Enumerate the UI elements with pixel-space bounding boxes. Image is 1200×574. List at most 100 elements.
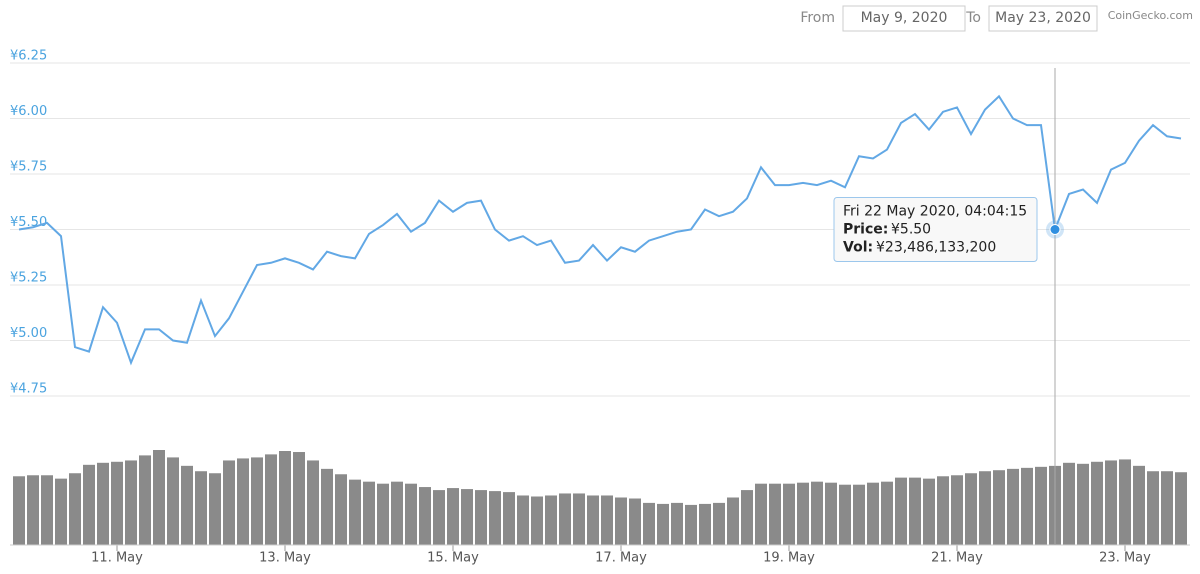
volume-bar — [461, 489, 473, 545]
volume-bar — [755, 483, 767, 545]
volume-bar — [377, 483, 389, 545]
credit[interactable]: CoinGecko.com — [1108, 9, 1193, 22]
tooltip: Fri 22 May 2020, 04:04:15 Price: ¥5.50 Vol:… — [833, 197, 1038, 262]
tooltip-price-label: Price: — [843, 222, 888, 238]
volume-bar — [573, 493, 585, 545]
from-input[interactable] — [842, 5, 966, 32]
volume-bar — [335, 474, 347, 545]
volume-bar — [769, 483, 781, 545]
volume-bar — [559, 493, 571, 545]
y-tick-label: ¥5.00 — [10, 326, 47, 341]
volume-bar — [307, 460, 319, 545]
volume-bar — [1175, 472, 1187, 545]
to-input[interactable] — [988, 5, 1098, 32]
volume-bar — [643, 502, 655, 545]
volume-bar — [83, 464, 95, 545]
x-tick-label: 15. May — [427, 551, 479, 566]
volume-bar — [55, 478, 67, 545]
x-tick-label: 11. May — [91, 551, 143, 566]
volume-bar — [741, 490, 753, 545]
volume-bar — [503, 492, 515, 545]
volume-bar — [937, 476, 949, 545]
volume-bar — [237, 458, 249, 545]
volume-bar — [153, 450, 165, 545]
volume-bar — [867, 482, 879, 545]
volume-bar — [1133, 465, 1145, 545]
volume-bar — [1021, 467, 1033, 545]
x-tick-label: 17. May — [595, 551, 647, 566]
volume-bar — [825, 482, 837, 545]
volume-bar — [531, 496, 543, 545]
volume-bar — [797, 482, 809, 545]
volume-bar — [601, 495, 613, 545]
price-line — [18, 94, 1182, 366]
volume-bar — [1091, 461, 1103, 545]
volume-bar — [447, 488, 459, 545]
tooltip-vol: ¥23,486,133,200 — [876, 240, 996, 256]
volume-bar — [475, 490, 487, 545]
volume-bar — [419, 487, 431, 545]
from-label: From — [800, 10, 835, 26]
tooltip-box — [833, 197, 1038, 262]
x-tick-label: 19. May — [763, 551, 815, 566]
volume-bar — [517, 495, 529, 545]
volume-bar — [699, 503, 711, 545]
volume-bar — [489, 491, 501, 545]
volume-bar — [363, 481, 375, 545]
volume-bar — [1077, 463, 1089, 545]
volume-bar — [1007, 468, 1019, 545]
volume-bar — [853, 484, 865, 545]
volume-bar — [1119, 459, 1131, 545]
x-tick-label: 21. May — [931, 551, 983, 566]
x-tick-label: 23. May — [1099, 551, 1151, 566]
to-label: To — [965, 10, 981, 26]
volume-bar — [181, 465, 193, 545]
volume-bar — [1161, 471, 1173, 545]
volume-bar — [881, 481, 893, 545]
volume-bar — [279, 451, 291, 545]
volume-bar — [195, 471, 207, 545]
volume-bar — [405, 483, 417, 545]
volume-bar — [265, 454, 277, 545]
volume-bar — [111, 461, 123, 545]
volume-bar — [125, 460, 137, 545]
volume-bar — [293, 452, 305, 545]
volume-bar — [657, 503, 669, 545]
volume-bar — [965, 473, 977, 545]
volume-bar — [685, 504, 697, 545]
volume-bar — [671, 502, 683, 545]
volume-bar — [615, 497, 627, 545]
to-date[interactable]: May 23, 2020 — [995, 10, 1091, 26]
volume-bar — [951, 475, 963, 545]
y-tick-label: ¥5.75 — [10, 160, 47, 175]
volume-bar — [1035, 466, 1047, 545]
volume-bar — [979, 471, 991, 545]
volume-bar — [97, 462, 109, 545]
volume-bar — [139, 455, 151, 545]
volume-bar — [839, 484, 851, 545]
volume-bar — [27, 475, 39, 545]
volume-bar — [321, 468, 333, 545]
volume-bar — [41, 475, 53, 545]
volume-bar — [223, 460, 235, 545]
y-tick-label: ¥6.00 — [10, 104, 47, 119]
volume-bar — [895, 477, 907, 545]
volume-bar — [923, 478, 935, 545]
volume-bar — [713, 502, 725, 545]
y-tick-label: ¥4.75 — [10, 382, 47, 397]
volume-bar — [1147, 471, 1159, 545]
y-tick-label: ¥5.25 — [10, 271, 47, 286]
volume-bar — [629, 498, 641, 545]
from-date[interactable]: May 9, 2020 — [861, 10, 948, 26]
volume-bar — [391, 481, 403, 545]
hover-point — [1049, 224, 1061, 235]
volume-bar — [783, 483, 795, 545]
volume-bar — [69, 473, 81, 545]
volume-bar — [993, 470, 1005, 545]
volume-bar — [727, 497, 739, 545]
volume-bar — [251, 457, 263, 545]
volume-bar — [909, 477, 921, 545]
volume-bar — [13, 476, 25, 545]
x-tick-label: 13. May — [259, 551, 311, 566]
